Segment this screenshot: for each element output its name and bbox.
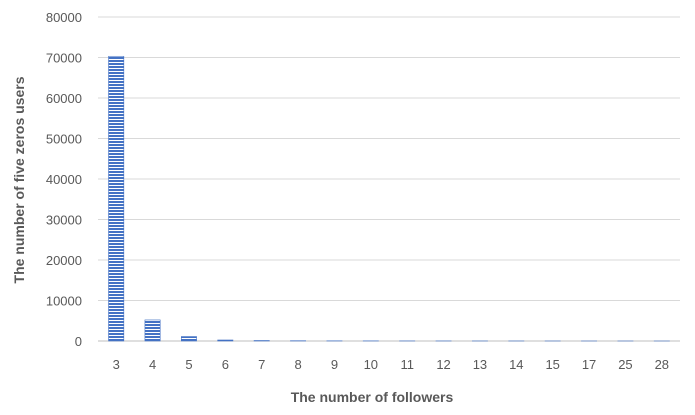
y-tick-label: 50000	[46, 132, 82, 147]
y-axis-title: The number of five zeros users	[11, 76, 27, 283]
x-tick-label: 14	[509, 357, 523, 372]
y-tick-label: 10000	[46, 294, 82, 309]
x-tick-label: 25	[618, 357, 632, 372]
x-tick-label: 4	[149, 357, 156, 372]
bar-4	[144, 319, 161, 342]
x-tick-label: 15	[545, 357, 559, 372]
x-tick-label: 12	[436, 357, 450, 372]
y-tick-label: 30000	[46, 213, 82, 228]
bar-3	[108, 55, 125, 342]
y-tick-label: 20000	[46, 253, 82, 268]
x-axis-title: The number of followers	[291, 389, 454, 405]
bar-5	[180, 336, 197, 342]
y-tick-labels: 0 10000 20000 30000 40000 50000 60000 70000 8000…	[46, 10, 82, 349]
gridlines	[98, 16, 680, 342]
x-tick-label: 9	[331, 357, 338, 372]
x-tick-label: 3	[113, 357, 120, 372]
x-tick-label: 13	[473, 357, 487, 372]
bars	[108, 55, 670, 342]
x-tick-label: 10	[364, 357, 378, 372]
x-tick-label: 8	[294, 357, 301, 372]
y-tick-label: 60000	[46, 91, 82, 106]
x-tick-labels: 3 4 5 6 7 8 9 10 11 12 13 14 15 17 25 28	[113, 357, 669, 372]
x-tick-label: 5	[185, 357, 192, 372]
y-tick-label: 80000	[46, 10, 82, 25]
y-tick-label: 40000	[46, 172, 82, 187]
y-tick-label: 0	[75, 334, 82, 349]
y-tick-label: 70000	[46, 51, 82, 66]
x-tick-label: 11	[400, 357, 414, 372]
x-tick-label: 6	[222, 357, 229, 372]
bar-6	[217, 339, 234, 342]
x-tick-label: 28	[655, 357, 669, 372]
x-tick-label: 7	[258, 357, 265, 372]
x-tick-label: 17	[582, 357, 596, 372]
